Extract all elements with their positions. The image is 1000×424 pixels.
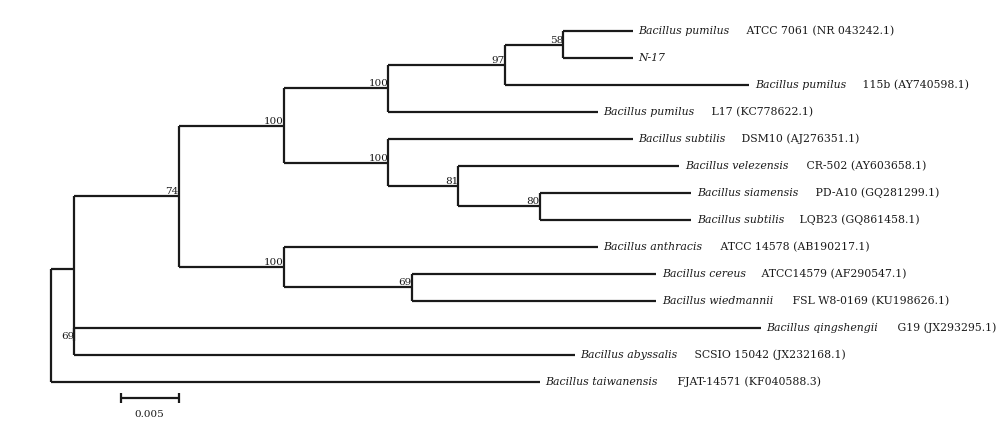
Text: G19 (JX293295.1): G19 (JX293295.1) xyxy=(894,323,996,333)
Text: Bacillus pumilus: Bacillus pumilus xyxy=(755,80,846,90)
Text: LQB23 (GQ861458.1): LQB23 (GQ861458.1) xyxy=(796,215,920,225)
Text: ATCC 7061 (NR 043242.1): ATCC 7061 (NR 043242.1) xyxy=(743,26,894,36)
Text: Bacillus subtilis: Bacillus subtilis xyxy=(697,215,784,225)
Text: 100: 100 xyxy=(368,79,388,89)
Text: PD-A10 (GQ281299.1): PD-A10 (GQ281299.1) xyxy=(812,188,940,198)
Text: SCSIO 15042 (JX232168.1): SCSIO 15042 (JX232168.1) xyxy=(691,349,846,360)
Text: 100: 100 xyxy=(264,258,284,267)
Text: Bacillus taiwanensis: Bacillus taiwanensis xyxy=(545,377,658,387)
Text: CR-502 (AY603658.1): CR-502 (AY603658.1) xyxy=(803,161,927,171)
Text: 69: 69 xyxy=(398,278,412,287)
Text: DSM10 (AJ276351.1): DSM10 (AJ276351.1) xyxy=(738,134,860,144)
Text: Bacillus abyssalis: Bacillus abyssalis xyxy=(580,350,678,360)
Text: 97: 97 xyxy=(491,56,505,65)
Text: Bacillus subtilis: Bacillus subtilis xyxy=(639,134,726,144)
Text: 81: 81 xyxy=(445,177,458,186)
Text: Bacillus cereus: Bacillus cereus xyxy=(662,269,746,279)
Text: Bacillus pumilus: Bacillus pumilus xyxy=(639,26,730,36)
Text: ATCC14579 (AF290547.1): ATCC14579 (AF290547.1) xyxy=(758,269,906,279)
Text: FJAT-14571 (KF040588.3): FJAT-14571 (KF040588.3) xyxy=(674,377,821,387)
Text: 74: 74 xyxy=(166,187,179,196)
Text: N-17: N-17 xyxy=(639,53,665,63)
Text: 100: 100 xyxy=(368,153,388,162)
Text: Bacillus pumilus: Bacillus pumilus xyxy=(604,107,695,117)
Text: Bacillus velezensis: Bacillus velezensis xyxy=(685,161,789,171)
Text: Bacillus qingshengii: Bacillus qingshengii xyxy=(767,323,878,333)
Text: 58: 58 xyxy=(550,36,563,45)
Text: Bacillus siamensis: Bacillus siamensis xyxy=(697,188,798,198)
Text: 80: 80 xyxy=(526,198,540,206)
Text: FSL W8-0169 (KU198626.1): FSL W8-0169 (KU198626.1) xyxy=(789,296,949,306)
Text: 115b (AY740598.1): 115b (AY740598.1) xyxy=(859,80,969,90)
Text: 0.005: 0.005 xyxy=(135,410,165,419)
Text: 100: 100 xyxy=(264,117,284,126)
Text: ATCC 14578 (AB190217.1): ATCC 14578 (AB190217.1) xyxy=(717,242,869,252)
Text: Bacillus wiedmannii: Bacillus wiedmannii xyxy=(662,296,773,306)
Text: 69: 69 xyxy=(61,332,74,341)
Text: L17 (KC778622.1): L17 (KC778622.1) xyxy=(708,107,813,117)
Text: Bacillus anthracis: Bacillus anthracis xyxy=(604,242,703,252)
